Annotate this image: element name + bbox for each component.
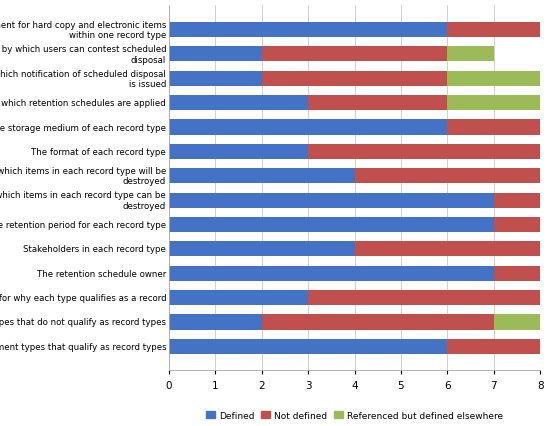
Bar	[308, 96, 448, 111]
Bar	[448, 47, 494, 62]
Bar	[169, 47, 261, 62]
Legend: Defined, Not defined, Referenced but defined elsewhere: Defined, Not defined, Referenced but def…	[203, 408, 506, 422]
Bar	[448, 72, 540, 86]
Bar	[308, 144, 540, 160]
Bar	[494, 193, 540, 208]
Bar	[448, 339, 540, 354]
Bar	[169, 23, 448, 38]
Bar	[355, 169, 540, 184]
Bar	[169, 72, 261, 86]
Bar	[448, 23, 540, 38]
Bar	[169, 169, 355, 184]
Bar	[169, 266, 494, 281]
Bar	[169, 96, 308, 111]
Bar	[261, 47, 448, 62]
Bar	[355, 242, 540, 257]
Bar	[169, 242, 355, 257]
Bar	[169, 339, 448, 354]
Bar	[448, 96, 540, 111]
Bar	[308, 291, 540, 305]
Bar	[169, 120, 448, 135]
Bar	[261, 315, 494, 330]
Bar	[494, 217, 540, 233]
Bar	[169, 217, 494, 233]
Bar	[169, 144, 308, 160]
Bar	[261, 72, 448, 86]
Bar	[494, 315, 540, 330]
Bar	[494, 266, 540, 281]
Bar	[169, 193, 494, 208]
Bar	[169, 315, 261, 330]
Bar	[169, 291, 308, 305]
Bar	[448, 120, 540, 135]
